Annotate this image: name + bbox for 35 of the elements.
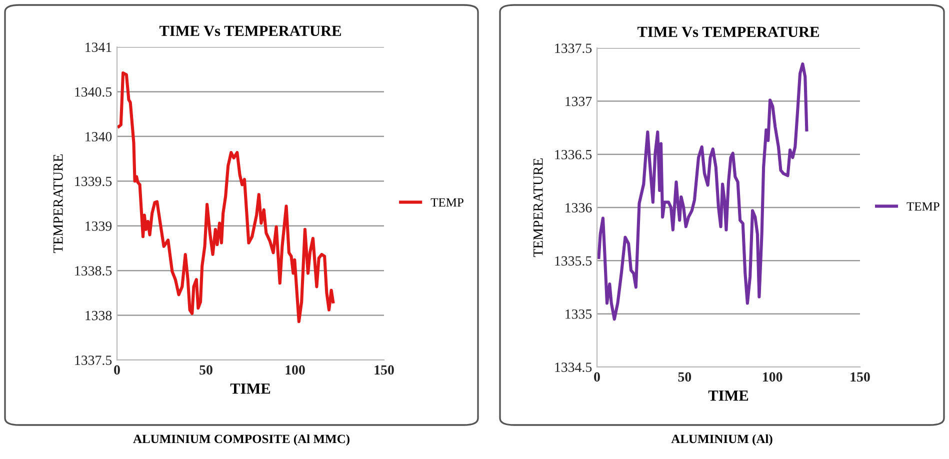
y-tick-label: 1337.5: [555, 44, 592, 54]
legend-label: TEMP: [906, 202, 940, 211]
x-tick-label: 100: [286, 365, 305, 375]
line-series: [597, 62, 808, 321]
chart-title: TIME Vs TEMPERATURE: [637, 26, 819, 38]
y-axis-title: TEMPERATURE: [533, 158, 543, 258]
y-tick-label: 1338: [86, 310, 112, 320]
line-series: [117, 71, 335, 324]
y-axis-title: TEMPERATURE: [53, 154, 63, 254]
x-axis-title: TIME: [708, 390, 748, 401]
y-tick-label: 1340: [86, 132, 112, 142]
y-tick-label: 1341: [86, 42, 112, 52]
x-tick-label: 50: [678, 372, 692, 382]
x-tick-label: 50: [200, 365, 212, 375]
x-tick-label: 0: [594, 372, 600, 382]
chart-title: TIME Vs TEMPERATURE: [159, 26, 341, 36]
y-tick-label: 1337: [566, 96, 592, 106]
y-tick-label: 1339.5: [75, 176, 112, 186]
text: ALUMINIUM (Al): [671, 434, 772, 446]
y-tick-label: 1339: [86, 221, 112, 231]
x-tick-label: 150: [850, 372, 870, 382]
y-tick-label: 1340.5: [75, 87, 112, 97]
text: ALUMINIUM COMPOSITE (Al MMC): [133, 434, 350, 446]
y-tick-label: 1335.5: [555, 256, 592, 266]
y-tick-label: 1338.5: [75, 266, 112, 276]
legend-label: TEMP: [430, 198, 464, 207]
y-tick-label: 1337.5: [75, 356, 112, 366]
y-tick-label: 1334.5: [555, 362, 592, 372]
x-axis-title: TIME: [230, 384, 270, 394]
x-tick-label: 150: [374, 365, 394, 375]
y-tick-label: 1336: [566, 203, 592, 212]
y-tick-label: 1336.5: [555, 150, 592, 160]
x-tick-label: 100: [763, 372, 782, 382]
x-tick-label: 0: [114, 365, 120, 375]
y-tick-label: 1335: [566, 309, 592, 319]
